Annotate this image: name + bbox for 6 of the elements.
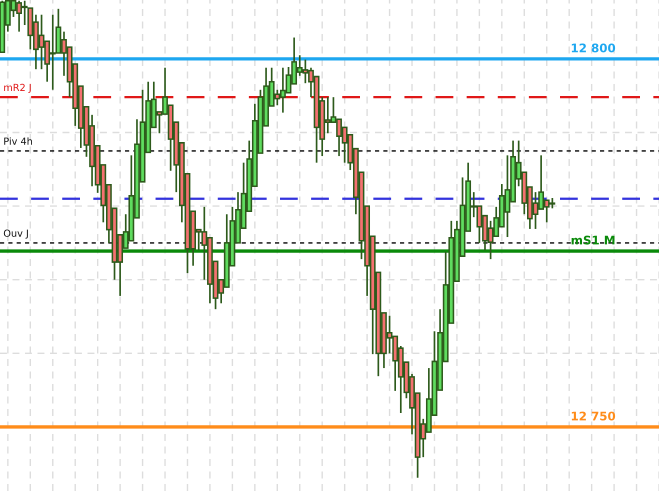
- ref-line-label: 12 800: [572, 44, 616, 52]
- ref-line-label: 12 750: [572, 412, 616, 421]
- ref-line-label: mS1 M: [572, 236, 614, 245]
- ref-line-label: mR2 J: [4, 84, 31, 93]
- ref-line-label: Piv 4h: [4, 137, 32, 145]
- ref-line-label: Ouv J: [4, 230, 28, 239]
